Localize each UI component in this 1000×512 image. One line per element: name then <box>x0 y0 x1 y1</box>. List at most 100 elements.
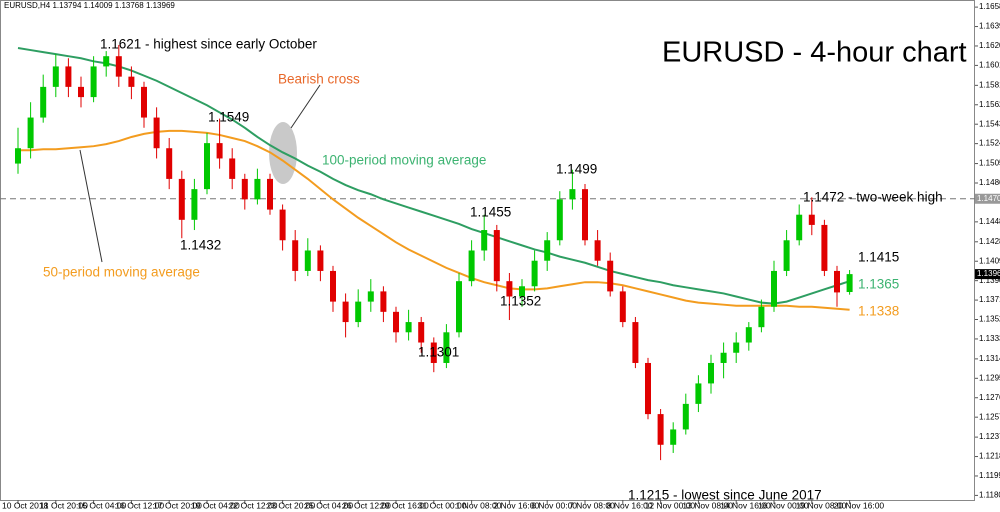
annotation: 1.1499 <box>556 162 597 177</box>
annotation: 1.1549 <box>208 110 249 125</box>
candle-body <box>279 209 286 241</box>
symbol-text: EURUSD,H4 <box>4 1 51 10</box>
candle-body <box>594 240 601 261</box>
candle-body <box>468 250 475 282</box>
candle-body <box>317 250 324 271</box>
header: EURUSD,H4 1.13794 1.14009 1.13768 1.1396… <box>4 1 175 10</box>
candle-body <box>355 301 362 323</box>
y-tick-label: 1.16390 <box>979 22 1000 31</box>
candle-body <box>670 429 677 445</box>
x-tick-label: 22 Oct 12:00 <box>229 500 278 510</box>
x-tick-label: 19 Nov 08:00 <box>796 500 847 510</box>
x-tick-label: 26 Oct 12:00 <box>342 500 391 510</box>
candle-body <box>115 56 122 77</box>
x-tick-label: 20 Nov 16:00 <box>834 500 885 510</box>
price-box <box>975 269 1000 280</box>
y-tick-label: 1.11995 <box>979 471 1000 480</box>
candle-body <box>342 301 349 323</box>
candle-body <box>15 148 21 164</box>
candle-body <box>430 342 437 363</box>
candle-body <box>241 178 248 200</box>
candle-body <box>745 327 752 343</box>
candle-body <box>40 86 47 118</box>
candle-body <box>569 189 576 200</box>
annotation: 1.1215 - lowest since June 2017 <box>628 488 822 503</box>
candle-body <box>128 76 135 87</box>
candle-body <box>292 240 299 271</box>
y-tick-label: 1.12950 <box>979 373 1000 382</box>
annotation: 1.1621 - highest since early October <box>100 37 317 52</box>
connector <box>79 149 103 263</box>
candle-body <box>405 322 412 333</box>
annotation: 1.1455 <box>470 205 511 220</box>
x-tick-label: 6 Nov 00:00 <box>531 500 577 510</box>
x-tick-label: 14 Nov 16:00 <box>720 500 771 510</box>
candle-body <box>27 117 34 149</box>
moving-average <box>17 47 850 305</box>
y-tick-label: 1.13525 <box>979 315 1000 324</box>
candle-body <box>367 291 374 302</box>
y-tick-label: 1.12375 <box>979 432 1000 441</box>
candle-body <box>632 322 639 363</box>
x-tick-label: 7 Nov 08:00 <box>569 500 615 510</box>
y-tick-label: 1.13140 <box>979 354 1000 363</box>
x-tick-label: 15 Oct 04:00 <box>78 500 127 510</box>
candle-body <box>90 66 97 98</box>
candle-body <box>204 143 210 190</box>
candle-body <box>443 332 450 363</box>
candle-body <box>418 322 425 343</box>
reference-label: 1.14706 <box>977 194 1000 203</box>
candle-body <box>720 352 727 363</box>
candle-body <box>52 66 59 87</box>
x-tick-label: 29 Oct 16:00 <box>380 500 429 510</box>
candle-body <box>796 214 803 241</box>
header-high: 1.14009 <box>84 1 113 10</box>
x-tick-label: 19 Oct 04:00 <box>191 500 240 510</box>
y-tick-label: 1.16010 <box>979 61 1000 70</box>
annotation: 1.1415 <box>858 250 899 265</box>
x-tick-label: 1 Nov 08:00 <box>456 500 502 510</box>
header-open: 1.13794 <box>52 1 81 10</box>
candle-body <box>153 117 160 149</box>
annotation: 100-period moving average <box>322 153 486 168</box>
candle-body <box>330 270 336 302</box>
candle-body <box>607 260 614 292</box>
header-close: 1.13969 <box>146 1 175 10</box>
y-tick-label: 1.15050 <box>979 159 1000 168</box>
candle-body <box>531 260 538 287</box>
candle-body <box>708 362 714 384</box>
candle-body <box>393 311 399 333</box>
annotation: Bearish cross <box>278 72 360 87</box>
candle-body <box>758 306 765 328</box>
candle-body <box>783 240 790 271</box>
candle-body <box>771 270 777 307</box>
x-tick-label: 8 Nov 16:00 <box>607 500 653 510</box>
x-tick-label: 12 Nov 00:00 <box>645 500 696 510</box>
candle-body <box>141 86 147 118</box>
x-tick-label: 31 Oct 00:00 <box>418 500 467 510</box>
x-tick-label: 16 Oct 12:00 <box>115 500 164 510</box>
y-tick-label: 1.13335 <box>979 334 1000 343</box>
annotation: 50-period moving average <box>43 265 200 280</box>
candle-body <box>682 403 689 430</box>
candle-body <box>582 189 588 241</box>
x-tick-label: 13 Nov 08:00 <box>682 500 733 510</box>
annotation: 1.1338 <box>858 304 899 319</box>
candle-body <box>216 143 223 159</box>
annotation: 1.1365 <box>858 277 899 292</box>
reference-box <box>975 193 1000 204</box>
y-tick-label: 1.12570 <box>979 412 1000 421</box>
candle-body <box>544 240 551 261</box>
candle-body <box>493 230 500 282</box>
candle-body <box>506 281 513 297</box>
y-tick-label: 1.12760 <box>979 393 1000 402</box>
candle-body <box>846 274 853 293</box>
candle-body <box>178 178 185 220</box>
y-tick-label: 1.13905 <box>979 276 1000 285</box>
candle-body <box>619 291 626 323</box>
y-tick-label: 1.14480 <box>979 217 1000 226</box>
candle-body <box>304 250 311 271</box>
y-tick-label: 1.14095 <box>979 256 1000 265</box>
